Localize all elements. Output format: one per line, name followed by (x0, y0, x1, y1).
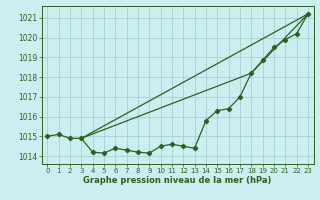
X-axis label: Graphe pression niveau de la mer (hPa): Graphe pression niveau de la mer (hPa) (84, 176, 272, 185)
